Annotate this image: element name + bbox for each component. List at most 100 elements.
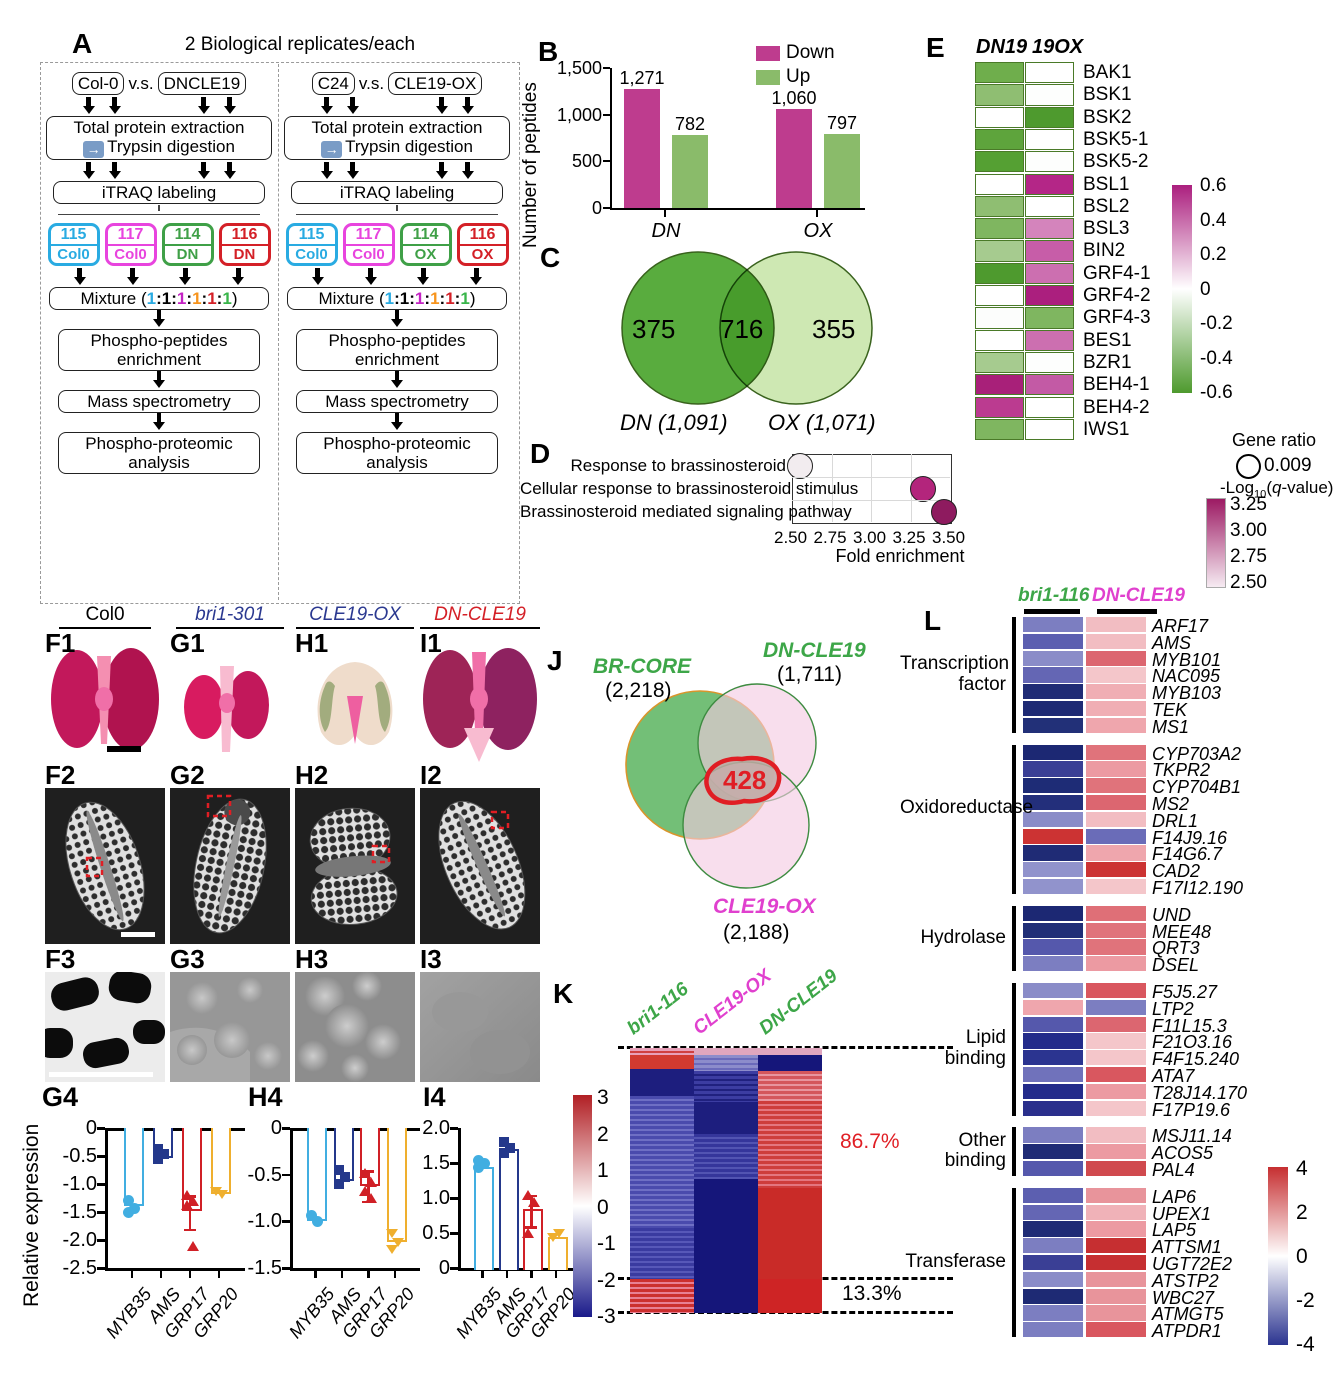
qpcr-data-point bbox=[552, 1229, 565, 1238]
mixture-ratio-segment: 1 bbox=[414, 289, 425, 309]
mixture-prefix: Mixture ( bbox=[318, 289, 385, 309]
l-gene-label: MYB103 bbox=[1152, 683, 1222, 704]
qpcr-y-tickmark bbox=[97, 1239, 105, 1242]
l-heatmap-cell bbox=[1023, 1255, 1083, 1271]
d-colorbar-tick: 2.75 bbox=[1230, 546, 1267, 567]
panel-l-col1-underline bbox=[1024, 609, 1080, 614]
b-x-axis bbox=[610, 208, 865, 210]
qpcr-y-axis bbox=[458, 1128, 461, 1268]
enrichment-line1: Phospho-peptides bbox=[90, 331, 228, 351]
l-heatmap-cell bbox=[1023, 684, 1083, 700]
qpcr-x-tickmark bbox=[481, 1270, 484, 1278]
l-heatmap-cell bbox=[1023, 1033, 1083, 1049]
qpcr-data-point bbox=[333, 1179, 344, 1189]
l-heatmap-cell bbox=[1023, 1144, 1083, 1160]
arrow-row bbox=[282, 97, 512, 115]
arrow-row bbox=[282, 162, 512, 180]
l-heatmap-cell bbox=[1086, 1083, 1146, 1099]
panel-e-colorbar bbox=[1172, 185, 1192, 393]
anther-staining-art bbox=[170, 636, 290, 762]
l-heatmap-cell bbox=[1023, 717, 1083, 733]
l-heatmap-cell bbox=[1086, 617, 1146, 633]
qpcr-data-point bbox=[312, 1216, 324, 1228]
venn-dn-only-count: 375 bbox=[632, 314, 675, 344]
l-gene-label: F21O3.16 bbox=[1152, 1032, 1233, 1053]
e-colorbar-tick: -0.6 bbox=[1200, 382, 1233, 403]
itraq-tag: 114 OX bbox=[399, 223, 452, 267]
panel-a-divider bbox=[278, 64, 279, 600]
down-arrow-icon bbox=[417, 268, 430, 286]
e-heatmap-cell bbox=[975, 173, 1024, 195]
panel-a-frame bbox=[40, 62, 520, 604]
l-heatmap-cell bbox=[1086, 795, 1146, 811]
k-heatmap-column bbox=[694, 1048, 758, 1313]
l-heatmap-cell bbox=[1086, 1255, 1146, 1271]
down-arrow-icon bbox=[311, 268, 324, 286]
qpcr-x-tickmark bbox=[505, 1270, 509, 1278]
b-bar-down bbox=[624, 89, 660, 208]
l-heatmap-cell bbox=[1023, 1067, 1083, 1083]
l-gene-label: NAC095 bbox=[1152, 666, 1221, 687]
down-arrow-icon bbox=[435, 162, 448, 180]
sem-pollen-art bbox=[45, 788, 165, 944]
qpcr-data-point bbox=[385, 1229, 398, 1239]
sem-pollen-art bbox=[420, 788, 540, 944]
e-heatmap-cell bbox=[1025, 262, 1074, 284]
k-heatmap-band bbox=[694, 1179, 758, 1313]
e-heatmap-cell bbox=[1025, 418, 1074, 441]
d-row-label: Brassinosteroid mediated signaling pathw… bbox=[520, 502, 852, 521]
venn-circle-ox bbox=[719, 251, 873, 405]
image-panel-label: H2 bbox=[295, 760, 329, 790]
d-colorbar-tick: 2.50 bbox=[1230, 572, 1267, 593]
image-panel-label: G1 bbox=[170, 628, 205, 658]
qpcr-y-tickmark bbox=[282, 1267, 290, 1270]
l-heatmap-cell bbox=[1023, 1100, 1083, 1116]
l-heatmap-cell bbox=[1086, 761, 1146, 777]
qpcr-y-tick-label: 1.0 bbox=[422, 1187, 450, 1209]
itraq-tag-number: 116 bbox=[459, 226, 506, 246]
l-category-label: Other binding bbox=[944, 1129, 1006, 1172]
qpcr-x-tickmark bbox=[340, 1270, 344, 1278]
panel-j-label: J bbox=[547, 645, 563, 676]
d-gridline bbox=[831, 454, 833, 522]
down-arrow-icon bbox=[232, 268, 245, 286]
itraq-tag-number: 115 bbox=[50, 226, 97, 246]
e-colorbar-tick: 0 bbox=[1200, 278, 1211, 300]
column-header: Col0 bbox=[59, 604, 151, 629]
e-gene-label: BEH4-2 bbox=[1083, 396, 1150, 418]
qpcr-zero-line bbox=[290, 1128, 420, 1131]
qpcr-y-tickmark bbox=[97, 1211, 105, 1214]
qpcr-base-line bbox=[290, 1268, 420, 1271]
e-heatmap-cell bbox=[1025, 106, 1074, 128]
itraq-tag: 116 OX bbox=[456, 223, 509, 267]
e-gene-label: GRF4-2 bbox=[1083, 285, 1151, 306]
itraq-tag-number: 114 bbox=[164, 226, 211, 246]
l-gene-label: F17I12.190 bbox=[1152, 878, 1244, 898]
b-y-tick-label: 1,500 bbox=[556, 58, 602, 78]
e-colorbar-tick: 0.6 bbox=[1200, 175, 1227, 196]
mixture-ratio-segment: : bbox=[156, 289, 162, 309]
l-heatmap-cell bbox=[1086, 939, 1146, 955]
l-gene-label: TKPR2 bbox=[1152, 760, 1211, 781]
panel-d-plot: 2.50 2.75 3.00 3.25 3.50 Response to brassino… bbox=[520, 428, 1334, 608]
down-arrow-icon bbox=[179, 268, 192, 286]
anther-staining-art bbox=[45, 636, 165, 762]
l-heatmap-cell bbox=[1086, 667, 1146, 683]
itraq-tag-number: 116 bbox=[221, 226, 268, 246]
qpcr-y-tickmark bbox=[282, 1220, 290, 1223]
l-heatmap-cell bbox=[1023, 795, 1083, 811]
l-heatmap-cell bbox=[1023, 617, 1083, 633]
e-heatmap-cell bbox=[1025, 84, 1074, 106]
l-heatmap-cell bbox=[1023, 778, 1083, 794]
qpcr-data-point bbox=[186, 1195, 199, 1206]
e-heatmap-cell bbox=[975, 396, 1024, 418]
qpcr-data-point bbox=[473, 1162, 485, 1174]
qpcr-data-point bbox=[122, 1207, 134, 1218]
e-heatmap-cell bbox=[975, 195, 1024, 218]
itraq-tag-name: Col0 bbox=[57, 245, 90, 263]
k-heatmap-band bbox=[758, 1188, 822, 1279]
l-category-label: Oxidoreductase bbox=[900, 797, 1034, 819]
qpcr-data-point bbox=[152, 1153, 163, 1164]
e-gene-label: BSK1 bbox=[1083, 84, 1132, 106]
